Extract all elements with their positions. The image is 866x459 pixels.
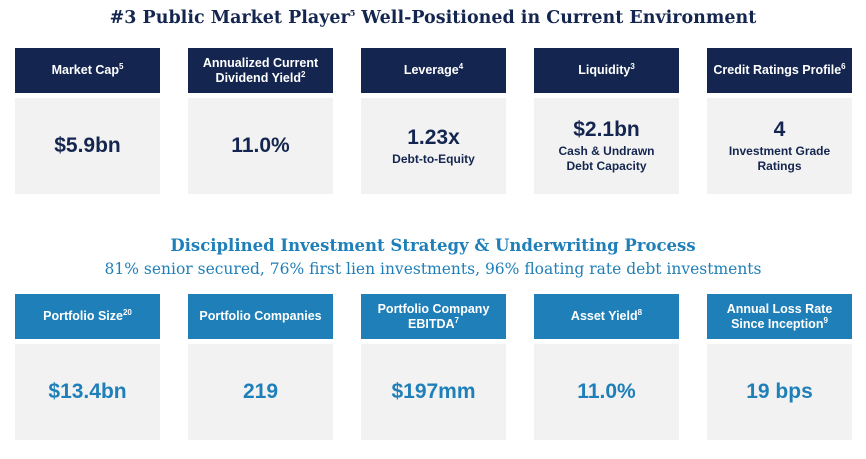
- card-body: 11.0%: [534, 344, 679, 440]
- card-body: $2.1bn Cash & Undrawn Debt Capacity: [534, 98, 679, 194]
- card-annual-loss-rate: Annual Loss Rate Since Inception9 19 bps: [707, 294, 852, 440]
- card-header: Portfolio Company EBITDA7: [361, 294, 506, 339]
- card-body: 1.23x Debt-to-Equity: [361, 98, 506, 194]
- card-value: 11.0%: [231, 134, 290, 157]
- card-header: Liquidity3: [534, 48, 679, 93]
- card-header: Annualized Current Dividend Yield2: [188, 48, 333, 93]
- card-value: 4: [773, 118, 786, 141]
- card-header: Leverage4: [361, 48, 506, 93]
- card-header: Portfolio Companies: [188, 294, 333, 339]
- card-asset-yield: Asset Yield8 11.0%: [534, 294, 679, 440]
- card-value: 219: [242, 380, 279, 403]
- card-portfolio-companies: Portfolio Companies 219: [188, 294, 333, 440]
- card-body: $197mm: [361, 344, 506, 440]
- card-value: $13.4bn: [48, 380, 127, 403]
- section1-title: #3 Public Market Player5 Well-Positioned…: [0, 8, 866, 28]
- card-value: 11.0%: [577, 380, 636, 403]
- card-body: 19 bps: [707, 344, 852, 440]
- card-body: 4 Investment Grade Ratings: [707, 98, 852, 194]
- card-header: Credit Ratings Profile6: [707, 48, 852, 93]
- card-header: Portfolio Size20: [15, 294, 160, 339]
- card-value: $5.9bn: [54, 134, 121, 157]
- section2-subtitle: 81% senior secured, 76% first lien inves…: [104, 260, 762, 278]
- card-header: Market Cap5: [15, 48, 160, 93]
- card-leverage: Leverage4 1.23x Debt-to-Equity: [361, 48, 506, 194]
- section1-title-footnote: 5: [349, 8, 356, 19]
- card-subtext: Investment Grade Ratings: [728, 144, 831, 173]
- card-body: 11.0%: [188, 98, 333, 194]
- card-dividend-yield: Annualized Current Dividend Yield2 11.0%: [188, 48, 333, 194]
- section1-title-text: #3 Public Market Player: [109, 8, 350, 28]
- card-value: $2.1bn: [573, 118, 640, 141]
- card-portfolio-ebitda: Portfolio Company EBITDA7 $197mm: [361, 294, 506, 440]
- section2-title: Disciplined Investment Strategy & Underw…: [170, 236, 696, 255]
- card-value: 19 bps: [746, 380, 813, 403]
- card-credit-ratings: Credit Ratings Profile6 4 Investment Gra…: [707, 48, 852, 194]
- card-value: 1.23x: [407, 125, 460, 149]
- card-body: 219: [188, 344, 333, 440]
- card-body: $5.9bn: [15, 98, 160, 194]
- card-header: Asset Yield8: [534, 294, 679, 339]
- card-subtext: Cash & Undrawn Debt Capacity: [558, 144, 655, 173]
- card-liquidity: Liquidity3 $2.1bn Cash & Undrawn Debt Ca…: [534, 48, 679, 194]
- card-body: $13.4bn: [15, 344, 160, 440]
- card-header: Annual Loss Rate Since Inception9: [707, 294, 852, 339]
- section1-title-text-rest: Well-Positioned in Current Environment: [355, 8, 757, 28]
- card-subtext: Debt-to-Equity: [392, 151, 475, 166]
- card-market-cap: Market Cap5 $5.9bn: [15, 48, 160, 194]
- card-value: $197mm: [391, 380, 476, 403]
- card-portfolio-size: Portfolio Size20 $13.4bn: [15, 294, 160, 440]
